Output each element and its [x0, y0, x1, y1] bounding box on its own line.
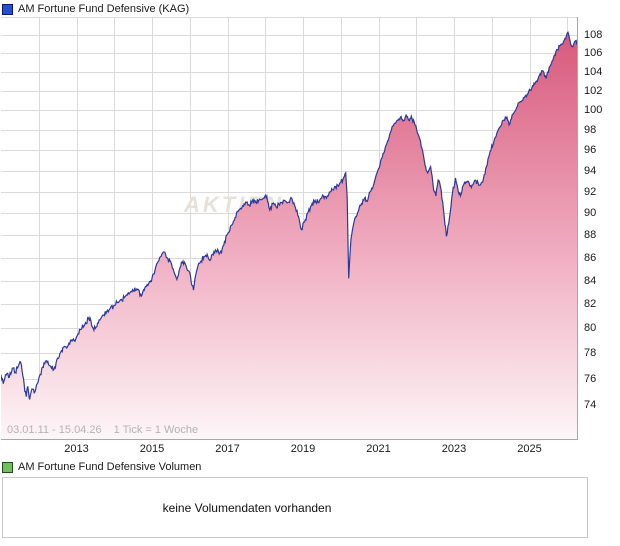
x-axis-label: 2023 [441, 443, 467, 455]
price-chart-title: AM Fortune Fund Defensive (KAG) [18, 3, 190, 15]
y-axis-label: 100 [584, 104, 603, 117]
y-axis-label: 86 [584, 251, 597, 264]
y-axis-label: 94 [584, 164, 597, 177]
y-axis-label: 78 [584, 347, 597, 360]
price-line [1, 31, 578, 400]
y-axis-label: 96 [584, 144, 597, 157]
x-axis-label: 2025 [517, 443, 542, 455]
x-axis-label: 2021 [366, 443, 391, 455]
price-chart-legend: AM Fortune Fund Defensive (KAG) [2, 3, 189, 15]
y-axis-label: 108 [584, 29, 603, 41]
y-axis-label: 80 [584, 322, 597, 335]
volume-chart-title: AM Fortune Fund Defensive Volumen [18, 461, 202, 473]
y-axis-label: 104 [584, 65, 603, 78]
date-range-label: 03.01.11 - 15.04.26 1 Tick = 1 Woche [7, 424, 198, 436]
y-axis-label: 88 [584, 229, 597, 242]
y-axis-label: 76 [584, 372, 597, 385]
volume-panel: keine Volumendaten vorhanden [2, 477, 588, 538]
price-chart-canvas[interactable]: AKTIEN [1, 17, 578, 440]
y-axis-label: 98 [584, 123, 597, 136]
y-axis-label: 84 [584, 274, 597, 287]
x-axis-label: 2019 [290, 443, 316, 455]
y-axis-label: 74 [584, 398, 597, 411]
price-series-swatch-icon [2, 3, 13, 15]
volume-chart-legend: AM Fortune Fund Defensive Volumen [2, 461, 201, 473]
x-axis-label: 2015 [139, 443, 165, 455]
y-axis-label: 102 [584, 84, 603, 97]
volume-series-swatch-icon [2, 461, 13, 473]
y-axis-label: 90 [584, 207, 597, 220]
plot-border [1, 17, 578, 440]
price-area-fill [1, 32, 578, 440]
x-axis-label: 2017 [215, 443, 240, 455]
x-axis-label: 2013 [64, 443, 89, 455]
date-range-text: 03.01.11 - 15.04.26 [7, 424, 102, 436]
price-chart-plot[interactable]: AKTIEN [1, 17, 578, 440]
y-axis-label: 106 [584, 47, 603, 60]
y-axis-label: 82 [584, 298, 597, 311]
tick-interval-text: 1 Tick = 1 Woche [113, 424, 199, 436]
volume-empty-message: keine Volumendaten vorhanden [162, 500, 332, 515]
y-axis-label: 92 [584, 185, 597, 198]
